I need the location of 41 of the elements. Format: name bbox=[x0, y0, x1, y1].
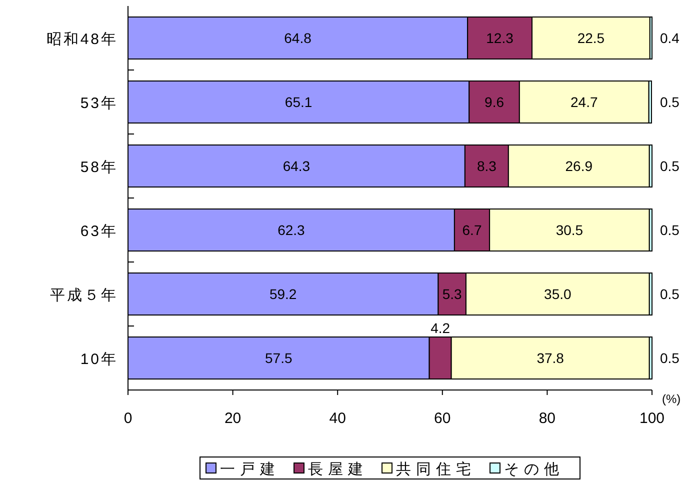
y-tick-label: 平成５年 bbox=[50, 287, 118, 304]
data-label: 57.5 bbox=[265, 350, 292, 366]
x-tick-label: 60 bbox=[434, 410, 451, 427]
x-tick-label: 0 bbox=[124, 410, 132, 427]
data-label: 12.3 bbox=[486, 30, 514, 46]
legend-label: その他 bbox=[504, 461, 564, 478]
data-label: 5.3 bbox=[442, 286, 462, 302]
data-label: 64.8 bbox=[284, 30, 312, 46]
text: (%) bbox=[662, 392, 681, 406]
data-label: 4.2 bbox=[430, 320, 450, 336]
data-label: 59.2 bbox=[269, 286, 297, 302]
legend-label: 長屋建 bbox=[308, 461, 368, 478]
data-label: 22.5 bbox=[577, 30, 605, 46]
legend-label: 一戸建 bbox=[220, 461, 280, 478]
data-label: 0.4 bbox=[660, 30, 680, 46]
data-label: 0.5 bbox=[660, 158, 680, 174]
y-tick-label: 10年 bbox=[80, 351, 118, 368]
data-label: 6.7 bbox=[462, 222, 482, 238]
x-tick-label: 100 bbox=[639, 410, 665, 427]
x-tick-label: 40 bbox=[329, 410, 346, 427]
y-tick-label: 58年 bbox=[80, 159, 118, 176]
data-label: 35.0 bbox=[544, 286, 572, 302]
legend-label: 共同住宅 bbox=[396, 461, 476, 478]
data-label: 8.3 bbox=[476, 158, 497, 174]
y-tick-label: 昭和48年 bbox=[46, 31, 118, 48]
data-label: 62.3 bbox=[278, 222, 306, 238]
y-tick-label: 63年 bbox=[80, 223, 118, 240]
data-label: 30.5 bbox=[556, 222, 584, 238]
x-tick-label: 80 bbox=[538, 410, 556, 427]
data-label: 0.5 bbox=[660, 350, 680, 366]
data-label: 24.7 bbox=[570, 94, 598, 110]
data-label: 9.6 bbox=[484, 94, 504, 110]
data-label: 65.1 bbox=[284, 94, 312, 110]
data-label: 26.9 bbox=[565, 158, 593, 174]
data-label: 0.5 bbox=[660, 222, 680, 238]
data-label: 0.5 bbox=[660, 94, 680, 110]
x-tick-label: 20 bbox=[224, 410, 242, 427]
data-label: 64.3 bbox=[282, 158, 310, 174]
data-label: 37.8 bbox=[536, 350, 564, 366]
data-label: 0.5 bbox=[660, 286, 680, 302]
y-tick-label: 53年 bbox=[80, 95, 118, 112]
